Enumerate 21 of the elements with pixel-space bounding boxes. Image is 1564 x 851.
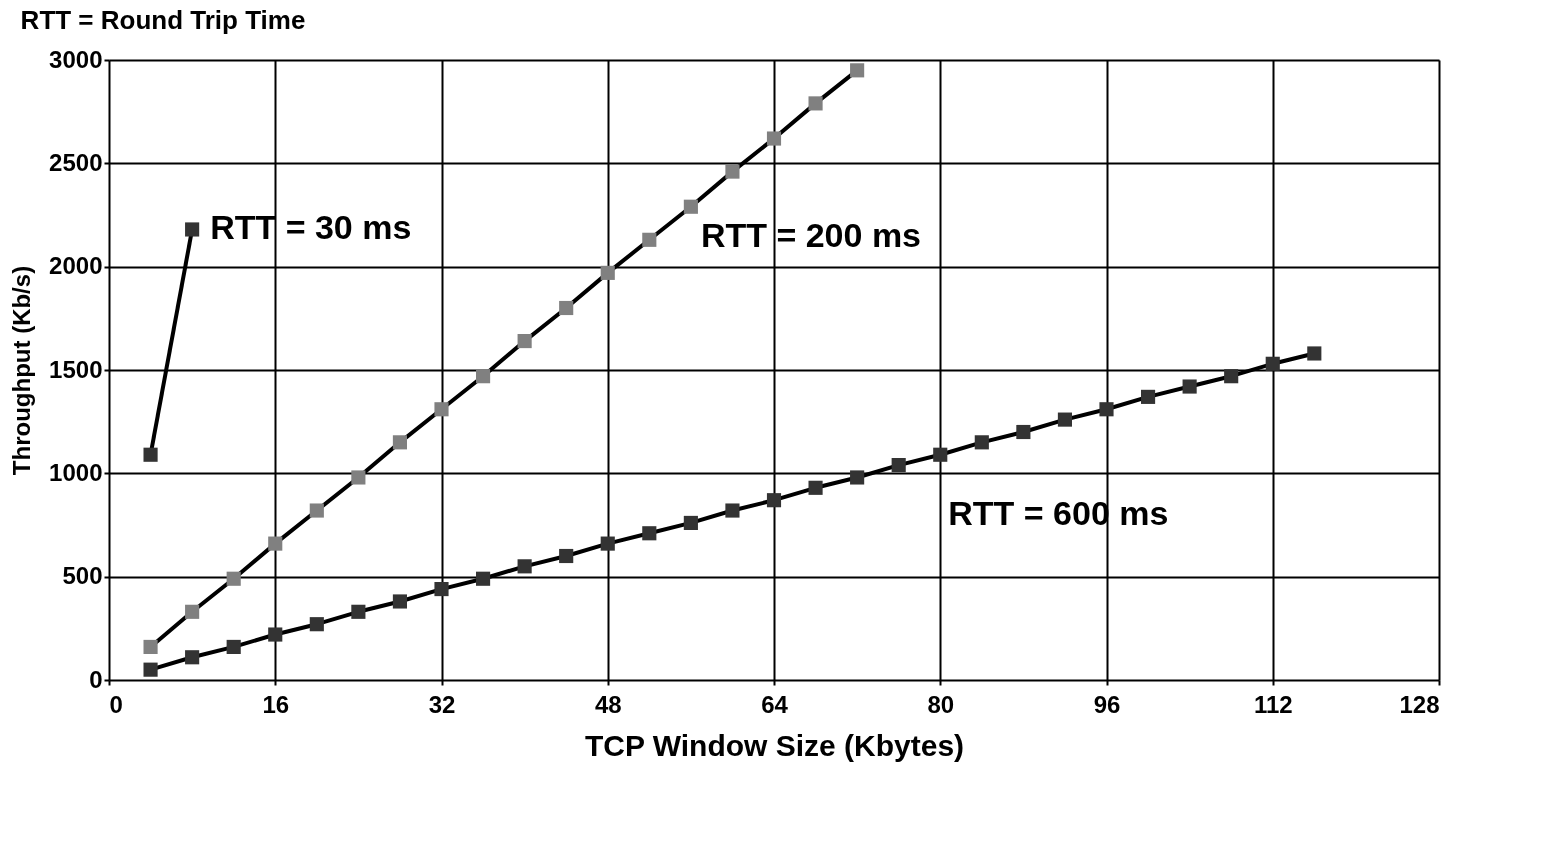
series-label: RTT = 200 ms	[700, 215, 922, 254]
x-tick-label: 16	[262, 690, 290, 718]
chart-title: RTT = Round Trip Time	[20, 5, 306, 35]
y-tick-label: 2500	[49, 148, 103, 176]
y-tick-label: 1000	[49, 458, 103, 486]
y-tick-label: 500	[62, 562, 103, 590]
x-tick-label: 48	[594, 690, 622, 718]
x-tick-label: 64	[761, 690, 789, 718]
series-label: RTT = 30 ms	[210, 208, 412, 247]
x-tick-label: 112	[1253, 690, 1293, 718]
x-tick-label: 80	[927, 690, 955, 718]
y-tick-label: 0	[89, 665, 103, 693]
y-tick-label: 2000	[49, 252, 103, 280]
x-tick-label: 128	[1399, 690, 1440, 718]
x-tick-label: 32	[428, 690, 456, 718]
y-tick-label: 3000	[49, 45, 103, 73]
x-axis-title: TCP Window Size (Kbytes)	[584, 728, 965, 762]
x-tick-label: 0	[109, 690, 123, 718]
y-axis-title: Throughput (Kb/s)	[8, 265, 36, 476]
x-tick-label: 96	[1093, 690, 1121, 718]
y-tick-label: 1500	[49, 355, 103, 383]
